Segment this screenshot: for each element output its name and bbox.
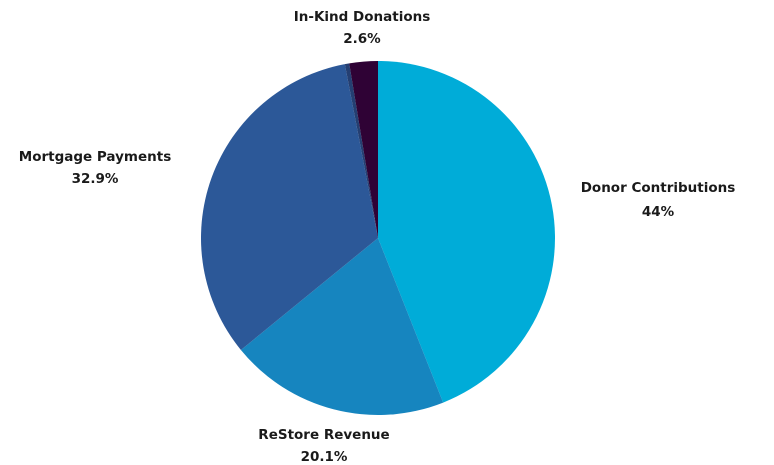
pie-slices [201, 61, 556, 415]
slice-label-donor-contributions: Donor Contributions [581, 180, 736, 196]
slice-label-restore-revenue: ReStore Revenue [258, 427, 389, 443]
slice-value-in-kind-donations: 2.6% [343, 31, 381, 47]
pie-slice-mortgage-payments [201, 64, 378, 350]
pie-slice-in-kind-donations [349, 61, 378, 238]
pie-slice-restore-revenue [240, 238, 444, 415]
pie-slice-donor-contributions [378, 61, 556, 403]
slice-value-restore-revenue: 20.1% [301, 449, 348, 465]
pie-labels: Donor Contributions 44% ReStore Revenue 20.… [19, 9, 736, 465]
pie-slice-unlabeled-3 [344, 63, 378, 238]
slice-label-in-kind-donations: In-Kind Donations [294, 9, 431, 25]
slice-value-donor-contributions: 44% [642, 204, 675, 220]
slice-value-mortgage-payments: 32.9% [72, 171, 119, 187]
slice-label-mortgage-payments: Mortgage Payments [19, 149, 171, 165]
